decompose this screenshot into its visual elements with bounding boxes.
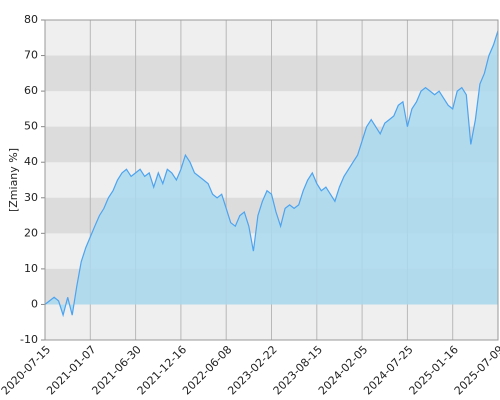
y-tick-label: 80 [24,13,38,26]
y-tick-label: 20 [24,226,38,239]
y-tick-label: 60 [24,84,38,97]
plot-border [44,19,499,341]
y-tick-label: 70 [24,49,38,62]
y-tick-label: 30 [24,191,38,204]
area [45,30,498,316]
y-tick-label: 50 [24,120,38,133]
y-axis-label: [Zmiany %] [7,148,20,212]
y-tick-label: 0 [31,297,38,310]
y-tick-label: 10 [24,262,38,275]
y-tick-label: -10 [20,333,38,346]
y-tick-label: 40 [24,155,38,168]
line [44,30,499,318]
